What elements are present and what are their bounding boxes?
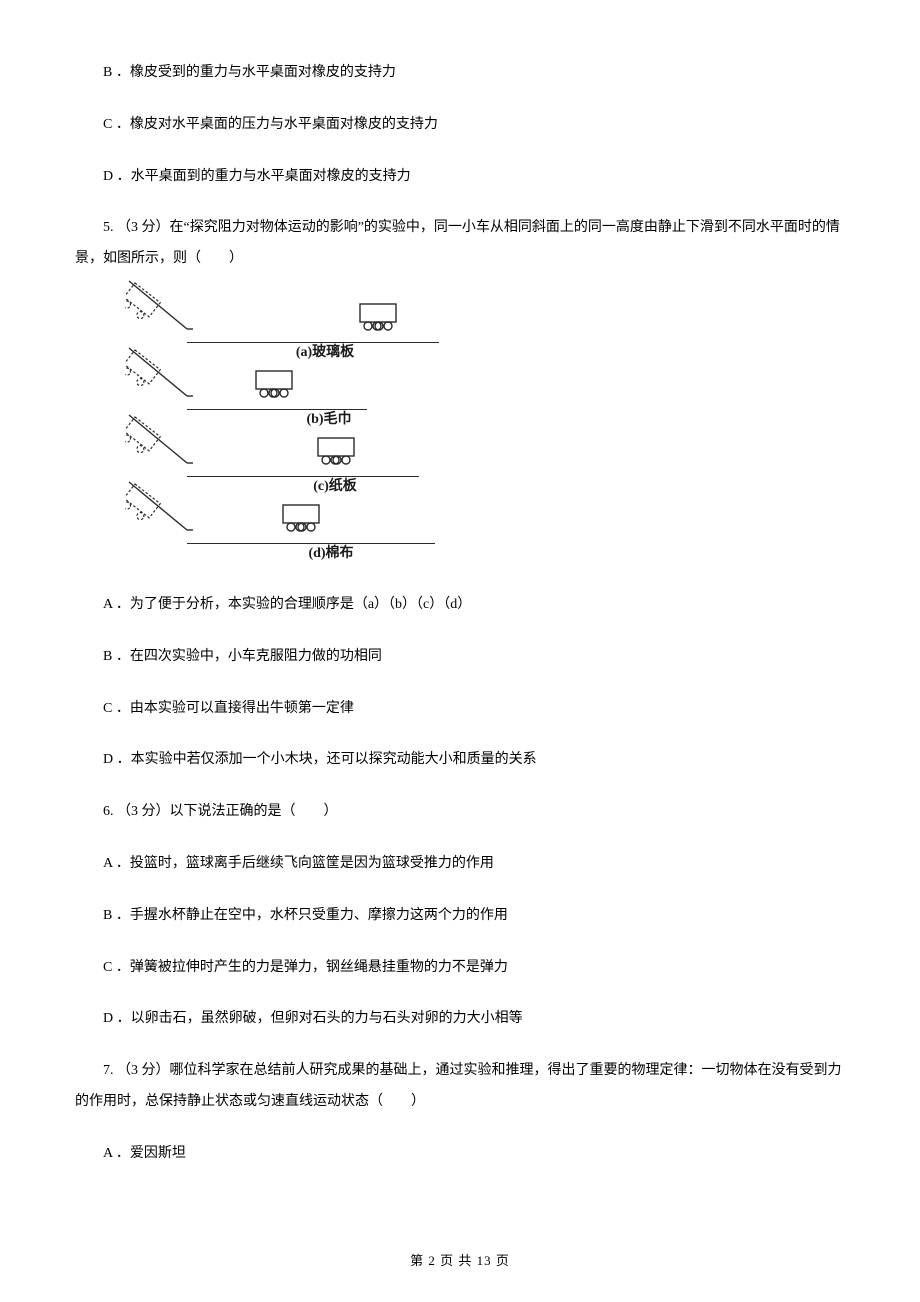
- q5-option-c: C ．由本实验可以直接得出牛顿第一定律: [75, 694, 845, 725]
- q7-option-a: A ．爱因斯坦: [75, 1139, 845, 1170]
- q5-option-a: A ．为了便于分析，本实验的合理顺序是（a）（b）（c）（d）: [75, 590, 845, 621]
- cart-icon: [315, 436, 359, 466]
- ramp-icon: [125, 478, 195, 533]
- q5-diagram: (a)玻璃板 (b)毛巾: [125, 296, 435, 562]
- q4-option-d: D ．水平桌面到的重力与水平桌面对橡皮的支持力: [75, 162, 845, 193]
- q5-option-b: B ．在四次实验中，小车克服阻力做的功相同: [75, 642, 845, 673]
- ramp-icon: [125, 277, 195, 332]
- q4-option-b: B ．橡皮受到的重力与水平桌面对橡皮的支持力: [75, 58, 845, 89]
- cart-icon: [253, 369, 297, 399]
- q6-option-c: C ．弹簧被拉伸时产生的力是弹力，钢丝绳悬挂重物的力不是弹力: [75, 953, 845, 984]
- q5-option-d: D ．本实验中若仅添加一个小木块，还可以探究动能大小和质量的关系: [75, 745, 845, 776]
- q5-stem: 5. （3 分）在“探究阻力对物体运动的影响”的实验中，同一小车从相同斜面上的同…: [75, 213, 845, 275]
- q7-stem: 7. （3 分）哪位科学家在总结前人研究成果的基础上，通过实验和推理，得出了重要…: [75, 1056, 845, 1118]
- cart-icon: [357, 302, 401, 332]
- ramp-icon: [125, 344, 195, 399]
- q4-option-c: C ．橡皮对水平桌面的压力与水平桌面对橡皮的支持力: [75, 110, 845, 141]
- ramp-icon: [125, 411, 195, 466]
- q6-option-d: D ．以卵击石，虽然卵破，但卵对石头的力与石头对卵的力大小相等: [75, 1004, 845, 1035]
- page-footer: 第 2 页 共 13 页: [0, 1248, 920, 1274]
- diagram-row: (d)棉布: [125, 497, 435, 562]
- cart-icon: [280, 503, 324, 533]
- q6-option-a: A ．投篮时，篮球离手后继续飞向篮筐是因为篮球受推力的作用: [75, 849, 845, 880]
- q6-stem: 6. （3 分）以下说法正确的是（ ）: [75, 797, 845, 828]
- q6-option-b: B ．手握水杯静止在空中，水杯只受重力、摩擦力这两个力的作用: [75, 901, 845, 932]
- surface-label: (d)棉布: [261, 540, 401, 568]
